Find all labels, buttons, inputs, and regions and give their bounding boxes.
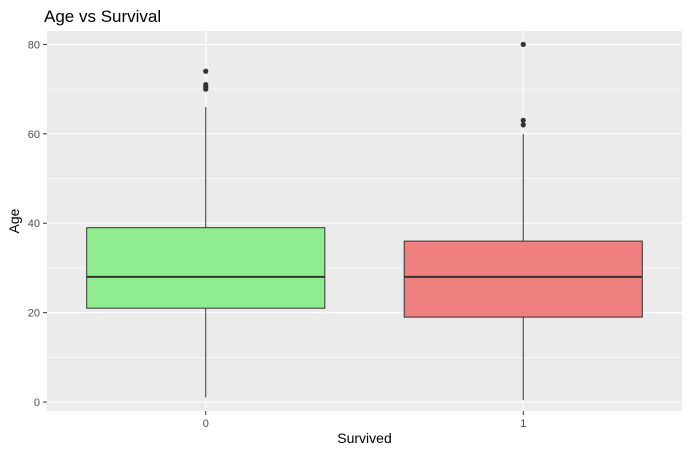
x-tick-label: 1 xyxy=(520,418,526,430)
box-iqr xyxy=(403,240,643,318)
outlier-point xyxy=(520,117,526,124)
outlier-point xyxy=(203,68,209,74)
box-group-1 xyxy=(403,41,643,401)
y-axis: 0 20 40 60 80 xyxy=(28,39,47,409)
outlier-point xyxy=(203,82,209,88)
y-tick-label: 60 xyxy=(28,129,40,141)
chart-title: Age vs Survival xyxy=(44,7,161,26)
y-tick-label: 40 xyxy=(28,218,40,230)
x-axis-title: Survived xyxy=(337,430,391,446)
box-iqr xyxy=(86,227,326,309)
y-tick-label: 80 xyxy=(28,39,40,51)
y-axis-title: Age xyxy=(6,208,22,233)
outlier-point xyxy=(520,122,526,128)
y-tick-label: 0 xyxy=(34,397,40,409)
box-series xyxy=(86,41,643,401)
y-tick-label: 20 xyxy=(28,308,40,320)
outlier-point xyxy=(520,41,526,48)
box-group-0 xyxy=(86,68,326,398)
x-tick-label: 0 xyxy=(203,418,209,430)
plot-panel xyxy=(47,31,682,411)
